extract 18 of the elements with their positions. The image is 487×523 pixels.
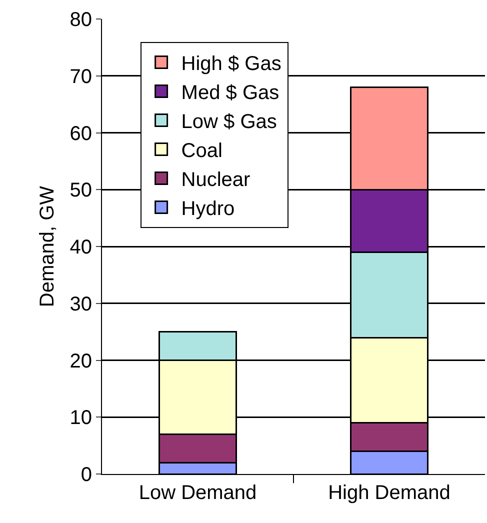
x-tick-label: High Demand: [328, 482, 450, 504]
y-tick-label: 30: [70, 293, 92, 316]
y-tick-label: 70: [70, 66, 92, 88]
legend-label: Nuclear: [181, 169, 251, 192]
legend-label: High $ Gas: [181, 53, 282, 76]
legend-label: Hydro: [181, 198, 235, 220]
y-tick-label: 40: [70, 236, 92, 258]
legend-label: Coal: [181, 140, 222, 162]
y-tick-label: 10: [70, 407, 92, 430]
legend-label: Med $ Gas: [181, 82, 280, 104]
y-tick-label: 0: [80, 464, 92, 486]
y-tick-label: 20: [70, 350, 92, 372]
y-tick-label: 80: [70, 9, 92, 31]
legend-label: Low $ Gas: [181, 111, 277, 134]
x-tick-label: Low Demand: [138, 482, 257, 504]
y-axis-title: Demand, GW: [36, 186, 58, 308]
y-tick-label: 50: [70, 180, 92, 202]
y-tick-label: 60: [70, 122, 92, 145]
